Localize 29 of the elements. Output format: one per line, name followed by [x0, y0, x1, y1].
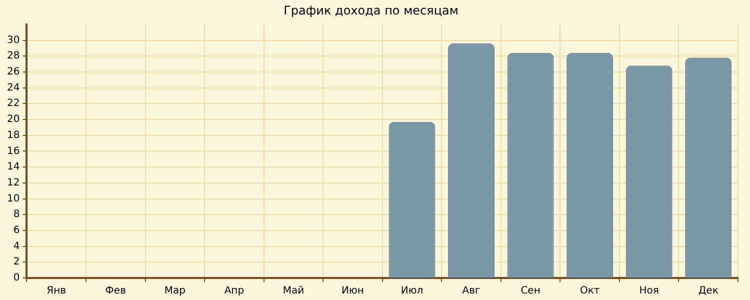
y-tick-label: 14	[6, 162, 20, 173]
x-tick-label: Окт	[580, 286, 600, 297]
chart-title: График дохода по месяцам	[284, 3, 458, 18]
y-tick-label: 20	[6, 114, 20, 126]
y-tick-label: 12	[6, 177, 20, 188]
y-tick-label: 8	[13, 209, 20, 220]
x-tick-label: Апр	[224, 286, 244, 297]
y-tick-label: 16	[6, 146, 20, 157]
x-tick-label: Мар	[164, 286, 186, 297]
y-tick-label: 6	[13, 225, 20, 236]
y-tick-label: 28	[6, 50, 20, 62]
x-tick-label: Янв	[46, 286, 66, 297]
y-tick-label: 0	[13, 272, 20, 284]
y-tick-label: 18	[6, 130, 20, 141]
x-tick-label: Июн	[342, 286, 364, 297]
x-tick-label: Авг	[462, 286, 480, 297]
y-tick-label: 24	[6, 82, 20, 94]
x-tick-label: Май	[282, 286, 304, 297]
x-tick-label: Дек	[698, 286, 718, 297]
x-tick-label: Ноя	[639, 286, 659, 297]
y-tick-label: 26	[6, 66, 20, 78]
y-tick-label: 10	[6, 193, 20, 204]
x-tick-label: Сен	[520, 286, 540, 297]
x-tick-label: Фев	[105, 286, 126, 297]
y-tick-label: 4	[13, 240, 20, 252]
y-tick-label: 22	[6, 98, 20, 110]
y-tick-label: 2	[13, 256, 20, 268]
y-tick-label: 30	[6, 34, 20, 46]
x-tick-label: Июл	[400, 286, 424, 297]
